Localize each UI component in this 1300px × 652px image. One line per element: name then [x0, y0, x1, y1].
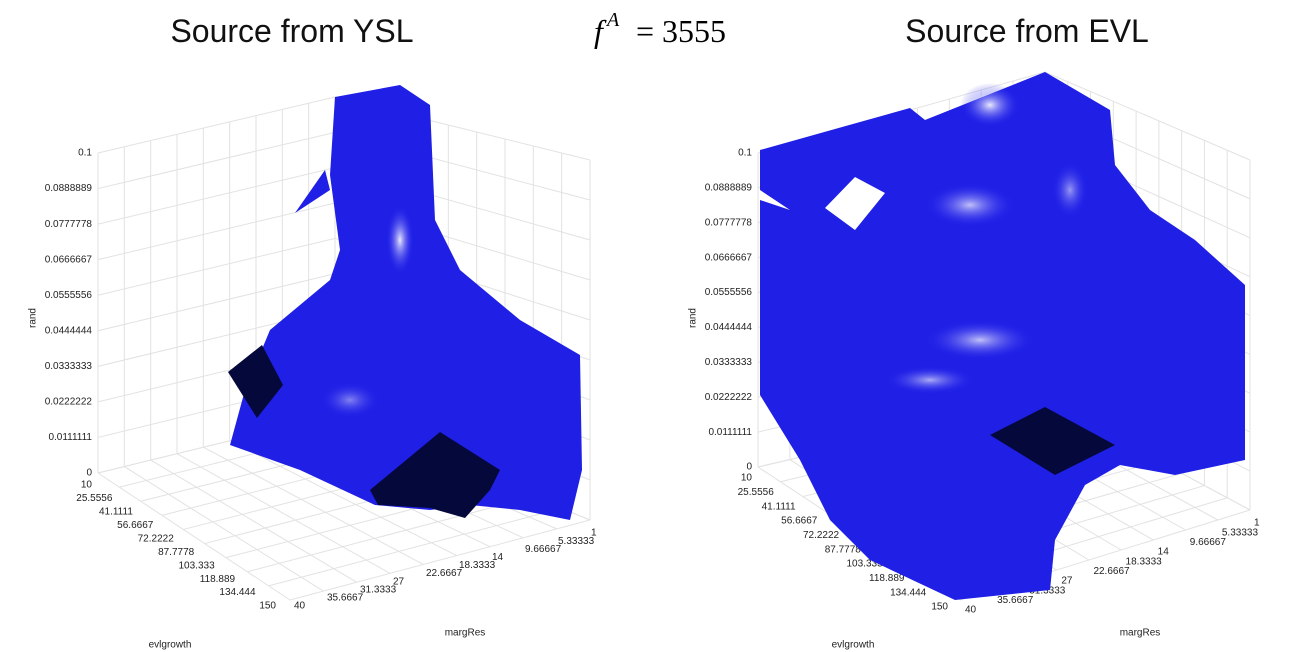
y-tick-label: 35.6667	[997, 595, 1034, 606]
z-tick-label: 0.1	[78, 148, 92, 159]
y-tick-label: 9.66667	[1190, 537, 1227, 548]
z-tick-label: 0.0111111	[48, 432, 92, 443]
surface-right	[760, 72, 1245, 600]
x-tick-label: 87.7778	[158, 547, 195, 558]
y-tick-label: 14	[492, 552, 504, 563]
z-axis-label: rand	[688, 308, 699, 328]
x-tick-label: 103.333	[847, 559, 884, 570]
z-tick-label: 0.0666667	[705, 252, 753, 263]
x-tick-label: 72.2222	[138, 533, 175, 544]
y-tick-label: 14	[1158, 547, 1170, 558]
formula-rest: = 3555	[636, 13, 726, 49]
y-axis-label: margRes	[445, 628, 486, 639]
highlight	[885, 366, 975, 394]
highlight	[1052, 162, 1088, 218]
dark-patch	[228, 345, 283, 418]
y-tick-label: 35.6667	[327, 593, 364, 604]
grid-line	[203, 446, 424, 565]
y-tick-label: 31.3333	[1029, 585, 1066, 596]
formula-sup: A	[605, 9, 620, 31]
x-tick-label: 134.444	[219, 587, 256, 598]
y-tick-label: 22.6667	[426, 568, 463, 579]
x-tick-label: 25.5556	[738, 487, 775, 498]
x-tick-label: 103.333	[179, 560, 216, 571]
x-tick-label: 41.1111	[762, 501, 796, 512]
z-tick-label: 0.0888889	[45, 183, 93, 194]
y-tick-label: 40	[965, 605, 977, 616]
highlight	[960, 83, 1020, 127]
highlight	[320, 382, 380, 418]
x-tick-label: 118.889	[200, 574, 236, 585]
x-tick-label: 10	[741, 473, 753, 484]
formula-base: f	[594, 13, 607, 49]
x-tick-label: 150	[931, 602, 948, 613]
x-tick-label: 118.889	[869, 573, 905, 584]
x-tick-label: 72.2222	[803, 530, 840, 541]
z-tick-label: 0.0555556	[705, 287, 753, 298]
z-tick-label: 0.0222222	[45, 397, 93, 408]
highlight	[925, 320, 1035, 360]
y-tick-label: 18.3333	[1126, 556, 1163, 567]
z-tick-label: 0.0444444	[45, 325, 93, 336]
grid-line	[124, 466, 324, 592]
surface	[295, 170, 330, 213]
z-tick-label: 0	[746, 462, 752, 473]
grid-line	[176, 453, 391, 574]
y-tick-label: 27	[1061, 576, 1073, 587]
x-tick-label: 10	[81, 480, 93, 491]
z-tick-label: 0.0444444	[705, 322, 753, 333]
y-tick-label: 22.6667	[1093, 566, 1130, 577]
z-tick-label: 0.0777778	[45, 219, 93, 230]
y-axis-label: margRes	[1120, 628, 1161, 639]
x-tick-label: 41.1111	[99, 507, 133, 518]
grid-line	[268, 507, 562, 587]
panel-title: Source from EVL	[905, 13, 1149, 49]
surface	[230, 85, 582, 520]
z-tick-label: 0.0333333	[45, 361, 93, 372]
y-tick-label: 1	[591, 528, 597, 539]
x-tick-label: 134.444	[890, 587, 927, 598]
grid-line	[97, 472, 291, 601]
y-tick-label: 5.33333	[1222, 527, 1259, 538]
x-axis-label: evlgrowth	[149, 640, 192, 651]
z-tick-label: 0.1	[738, 148, 752, 159]
dark-patch	[370, 432, 500, 518]
x-axis-label: evlgrowth	[832, 640, 875, 651]
grid-line	[289, 519, 591, 601]
z-tick-label: 0	[86, 468, 92, 479]
highlight	[386, 205, 414, 275]
z-tick-label: 0.0888889	[705, 183, 753, 194]
y-tick-label: 18.3333	[459, 560, 496, 571]
dark-patch	[990, 407, 1115, 475]
grid-line	[229, 440, 457, 557]
panel-title: Source from YSL	[170, 13, 413, 49]
z-tick-label: 0.0666667	[45, 254, 93, 265]
z-tick-label: 0.0222222	[705, 392, 753, 403]
grid-line	[150, 459, 357, 583]
y-tick-label: 27	[393, 576, 405, 587]
x-tick-label: 87.7778	[825, 544, 862, 555]
y-tick-label: 40	[294, 601, 306, 612]
x-tick-label: 56.6667	[117, 520, 154, 531]
surface-left	[228, 85, 582, 520]
y-tick-label: 5.33333	[558, 536, 595, 547]
z-tick-label: 0.0555556	[45, 290, 93, 301]
y-tick-label: 1	[1254, 518, 1260, 529]
hole	[825, 177, 885, 230]
y-tick-label: 9.66667	[525, 544, 562, 555]
x-tick-label: 25.5556	[76, 493, 113, 504]
z-axis-label: rand	[28, 308, 39, 328]
grid-line	[247, 496, 534, 573]
z-tick-label: 0.0333333	[705, 357, 753, 368]
z-tick-label: 0.0111111	[708, 427, 752, 438]
x-tick-label: 150	[259, 601, 276, 612]
z-tick-label: 0.0777778	[705, 217, 753, 228]
x-tick-label: 56.6667	[781, 516, 818, 527]
formula: f A = 3555	[594, 9, 726, 49]
y-tick-label: 31.3333	[360, 584, 397, 595]
highlight	[925, 183, 1015, 227]
